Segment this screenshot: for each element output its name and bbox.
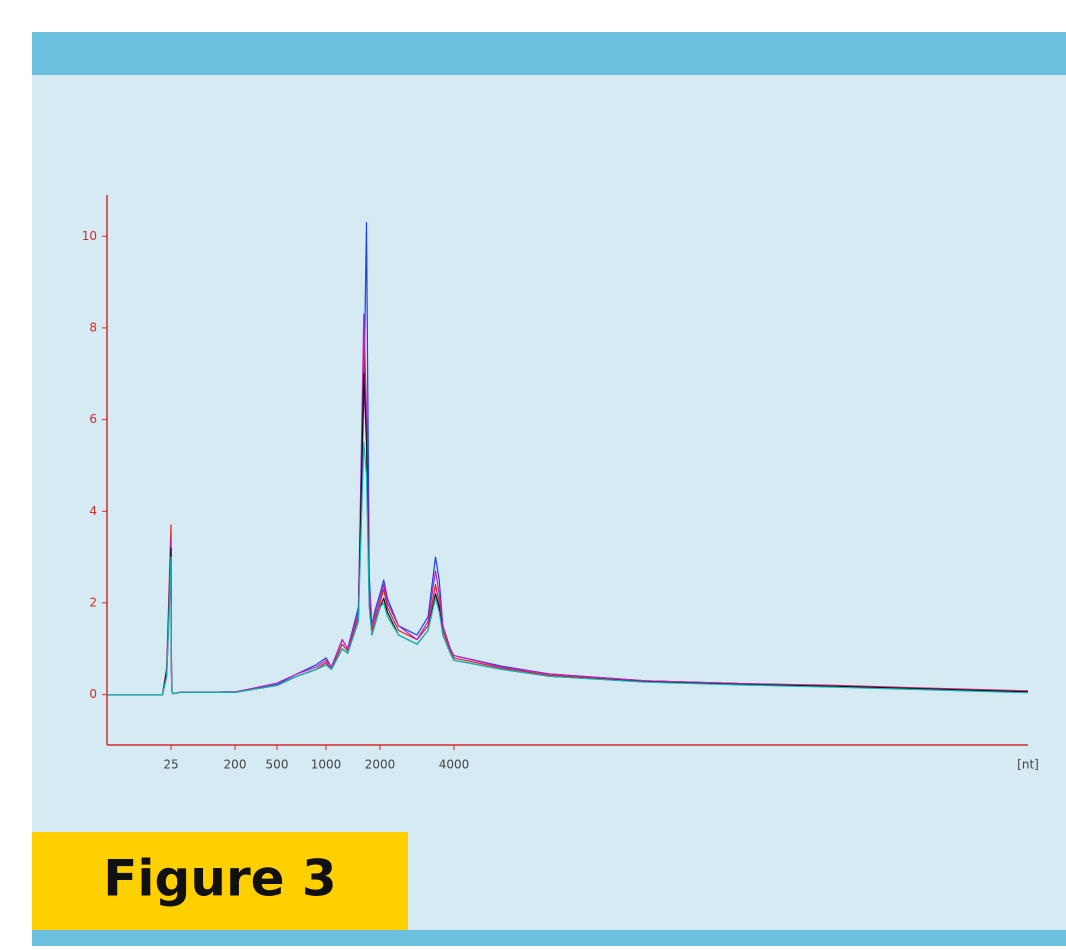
plot: 0 2 4 6 8 10 25 200 500 1000 2000 4000 [nt]: [82, 195, 1039, 772]
x-tick-label: 1000: [311, 758, 342, 772]
x-tick-label: 200: [224, 758, 247, 772]
y-tick-label: 10: [82, 229, 97, 243]
bottom-band: [32, 930, 1066, 946]
x-tick-label: 500: [266, 758, 289, 772]
panel-background: [32, 32, 1066, 946]
figure-label: Figure 3: [103, 850, 336, 908]
x-tick-label: 4000: [439, 758, 470, 772]
figure-label-box: [32, 832, 408, 930]
x-axis-label: [nt]: [1017, 758, 1039, 772]
y-tick-label: 4: [89, 504, 97, 518]
y-tick-label: 2: [89, 595, 97, 609]
trace: [107, 441, 1029, 696]
x-tick-label: 25: [163, 758, 178, 772]
y-tick-label: 8: [89, 320, 97, 334]
x-tick-label: 2000: [365, 758, 396, 772]
top-band: [32, 32, 1066, 75]
y-tick-label: 6: [89, 412, 97, 426]
y-tick-label: 0: [89, 687, 97, 701]
